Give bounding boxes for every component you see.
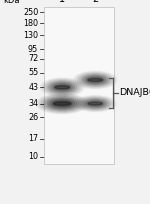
Ellipse shape: [46, 81, 78, 94]
Ellipse shape: [83, 99, 107, 108]
Ellipse shape: [88, 78, 103, 82]
Bar: [44, 7, 114, 164]
Ellipse shape: [85, 76, 106, 84]
Ellipse shape: [55, 86, 70, 89]
Ellipse shape: [83, 75, 108, 84]
Text: DNAJB6: DNAJB6: [119, 88, 150, 97]
Ellipse shape: [45, 98, 79, 110]
Ellipse shape: [79, 74, 111, 86]
Ellipse shape: [82, 99, 109, 109]
Ellipse shape: [50, 82, 75, 92]
Ellipse shape: [87, 77, 104, 83]
Text: 180: 180: [23, 19, 38, 28]
Text: 17: 17: [28, 134, 38, 143]
Text: 2: 2: [92, 0, 98, 4]
Ellipse shape: [42, 79, 82, 96]
Ellipse shape: [41, 95, 84, 112]
Ellipse shape: [39, 94, 86, 113]
Ellipse shape: [48, 82, 76, 93]
Text: kDa: kDa: [3, 0, 20, 5]
Ellipse shape: [80, 98, 111, 110]
Text: 34: 34: [28, 99, 38, 108]
Text: 130: 130: [23, 31, 38, 40]
Text: 43: 43: [28, 83, 38, 92]
Text: 10: 10: [28, 152, 38, 161]
Text: 26: 26: [28, 113, 38, 122]
Ellipse shape: [52, 83, 73, 91]
Ellipse shape: [44, 80, 80, 95]
Ellipse shape: [88, 102, 102, 105]
Ellipse shape: [43, 96, 81, 111]
Ellipse shape: [54, 102, 71, 105]
Ellipse shape: [81, 74, 110, 85]
Ellipse shape: [85, 100, 105, 107]
Text: 250: 250: [23, 8, 38, 17]
Ellipse shape: [48, 98, 77, 109]
Text: 55: 55: [28, 68, 38, 77]
Ellipse shape: [77, 73, 113, 87]
Ellipse shape: [78, 97, 112, 110]
Text: 95: 95: [28, 45, 38, 54]
Ellipse shape: [87, 101, 104, 106]
Ellipse shape: [52, 100, 72, 107]
Ellipse shape: [54, 84, 71, 90]
Text: 1: 1: [59, 0, 65, 4]
Text: 72: 72: [28, 54, 38, 63]
Ellipse shape: [50, 99, 75, 108]
